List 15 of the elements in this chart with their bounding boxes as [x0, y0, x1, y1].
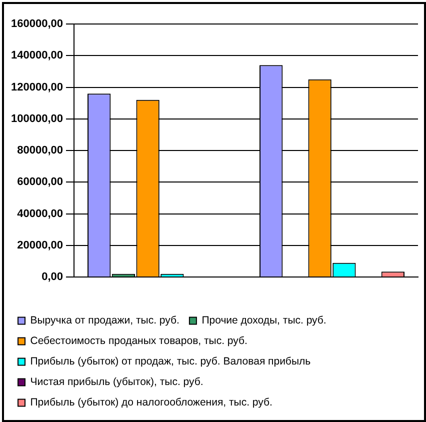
legend-label: Себестоимость проданых товаров, тыс. руб.	[30, 335, 248, 348]
legend-label: Прибыль (убыток) от продаж, тыс. руб. Валовая прибыль	[30, 356, 312, 368]
legend-label: Прибыль (убыток) до налогообложения, тыс. руб.	[30, 396, 272, 409]
y-tick-label: 120000,00	[11, 81, 63, 94]
y-tick-label: 0,00	[42, 271, 63, 284]
legend-label: Прочие доходы, тыс. руб.	[202, 314, 326, 327]
legend-label: Чистая прибыль (убыток), тыс. руб.	[30, 376, 204, 388]
y-tick-label: 100000,00	[11, 112, 63, 125]
legend-label: Выручка от продажи, тыс. руб.	[30, 314, 180, 327]
y-tick-label: 20000,00	[17, 239, 63, 252]
y-tick-label: 160000,00	[11, 18, 63, 30]
y-tick-label: 60000,00	[17, 176, 63, 188]
y-tick-label: 40000,00	[17, 208, 63, 220]
y-tick-label: 80000,00	[17, 144, 63, 157]
y-tick-label: 140000,00	[11, 50, 63, 62]
